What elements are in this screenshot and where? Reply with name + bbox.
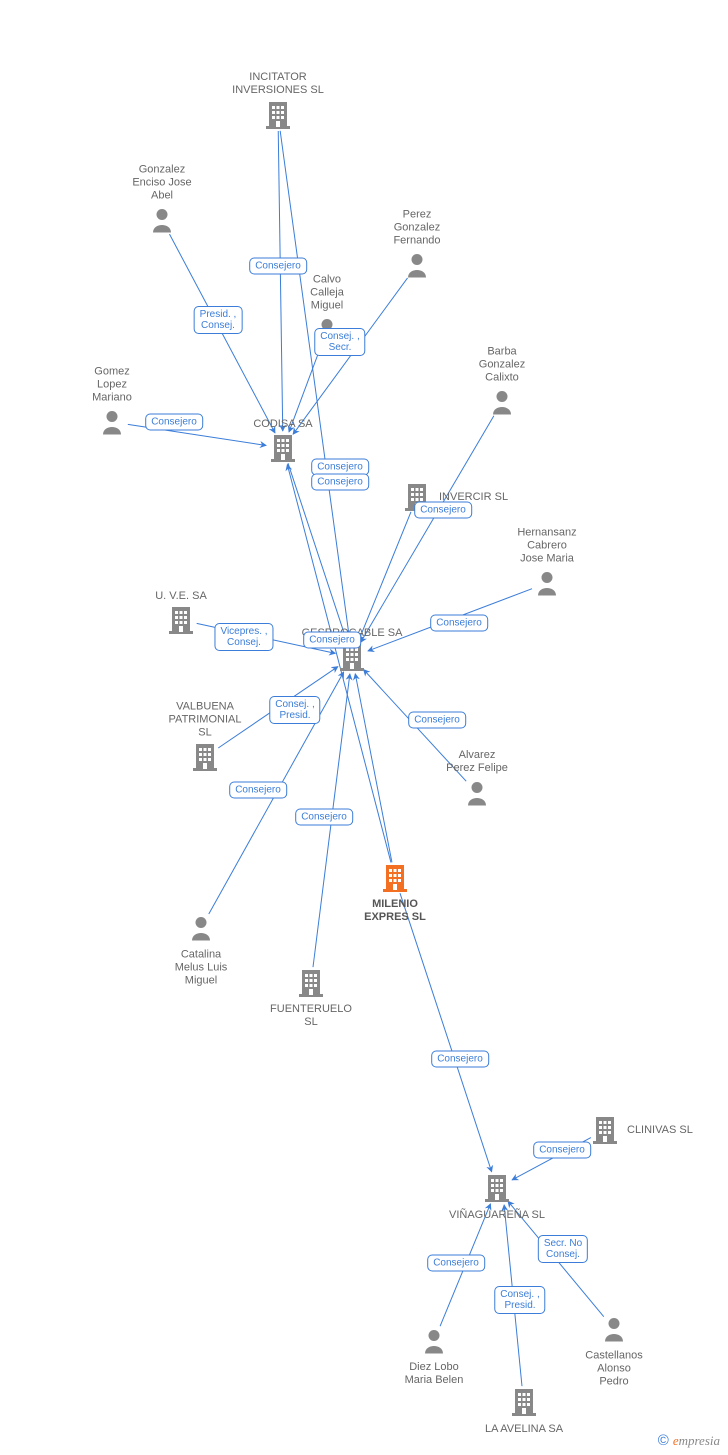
- edge-label: Vicepres. , Consej.: [214, 623, 273, 651]
- building-icon: [191, 742, 219, 772]
- edge-label: Secr. No Consej.: [538, 1235, 588, 1263]
- node-label: VIÑAGUAREÑA SL: [449, 1209, 545, 1221]
- node-label: INCITATOR INVERSIONES SL: [232, 71, 324, 97]
- edge-label: Consej. , Secr.: [314, 328, 365, 356]
- building-icon: [264, 100, 292, 130]
- node-label: Diez Lobo Maria Belen: [405, 1361, 464, 1387]
- edge-label: Consejero: [427, 1255, 485, 1272]
- edge-label: Consejero: [145, 414, 203, 431]
- person-icon: [101, 410, 123, 435]
- edge-label: Consejero: [533, 1142, 591, 1159]
- edge: [358, 512, 411, 641]
- brand: empresia: [673, 1433, 720, 1449]
- edge: [355, 674, 392, 863]
- person-icon: [151, 208, 173, 233]
- node-label: Gomez Lopez Mariano: [92, 365, 132, 404]
- edge: [280, 131, 350, 640]
- edge-label: Consejero: [295, 809, 353, 826]
- edge: [400, 893, 492, 1172]
- edge-label: Consejero: [303, 632, 361, 649]
- person-icon: [406, 253, 428, 278]
- person-icon: [190, 916, 212, 941]
- building-icon: [510, 1387, 538, 1417]
- edge: [278, 131, 283, 431]
- building-icon: [483, 1173, 511, 1203]
- node-label: Barba Gonzalez Calixto: [479, 345, 525, 384]
- person-icon: [423, 1329, 445, 1354]
- person-icon: [536, 571, 558, 596]
- edge-layer: [0, 0, 728, 1455]
- building-icon: [167, 605, 195, 635]
- edge-label: Presid. , Consej.: [194, 306, 243, 334]
- node-label: VALBUENA PATRIMONIAL SL: [169, 700, 242, 739]
- node-label: CODISA SA: [253, 418, 312, 430]
- node-label: Catalina Melus Luis Miguel: [175, 948, 228, 987]
- building-icon: [381, 863, 409, 893]
- node-label: Castellanos Alonso Pedro: [585, 1349, 642, 1388]
- node-label: Alvarez Perez Felipe: [446, 749, 508, 775]
- edge-label: Consejero: [414, 502, 472, 519]
- edge-label: Consejero: [311, 474, 369, 491]
- network-diagram: © empresia INCITATOR INVERSIONES SL Gonza…: [0, 0, 728, 1455]
- person-icon: [491, 390, 513, 415]
- person-icon: [466, 781, 488, 806]
- building-icon: [591, 1115, 619, 1145]
- node-label: Calvo Calleja Miguel: [310, 273, 344, 312]
- edge-label: Consej. , Presid.: [494, 1286, 545, 1314]
- edge: [361, 416, 494, 643]
- node-label: Perez Gonzalez Fernando: [393, 208, 440, 247]
- edge-label: Consejero: [431, 1051, 489, 1068]
- person-icon: [603, 1317, 625, 1342]
- edge-label: Consejero: [229, 782, 287, 799]
- node-label: Gonzalez Enciso Jose Abel: [132, 163, 191, 202]
- edge-label: Consej. , Presid.: [269, 696, 320, 724]
- edge-label: Consejero: [408, 712, 466, 729]
- node-label: LA AVELINA SA: [485, 1423, 563, 1435]
- edge-label: Consejero: [249, 258, 307, 275]
- copyright-symbol: ©: [658, 1432, 669, 1449]
- node-label: FUENTERUELO SL: [270, 1003, 352, 1029]
- node-label: Hernansanz Cabrero Jose Maria: [517, 526, 576, 565]
- edge-label: Consejero: [430, 615, 488, 632]
- building-icon: [269, 433, 297, 463]
- node-label: CLINIVAS SL: [627, 1124, 693, 1136]
- node-label: MILENIO EXPRES SL: [364, 898, 426, 924]
- attribution: © empresia: [658, 1432, 720, 1449]
- building-icon: [297, 968, 325, 998]
- node-label: U. V.E. SA: [155, 590, 207, 602]
